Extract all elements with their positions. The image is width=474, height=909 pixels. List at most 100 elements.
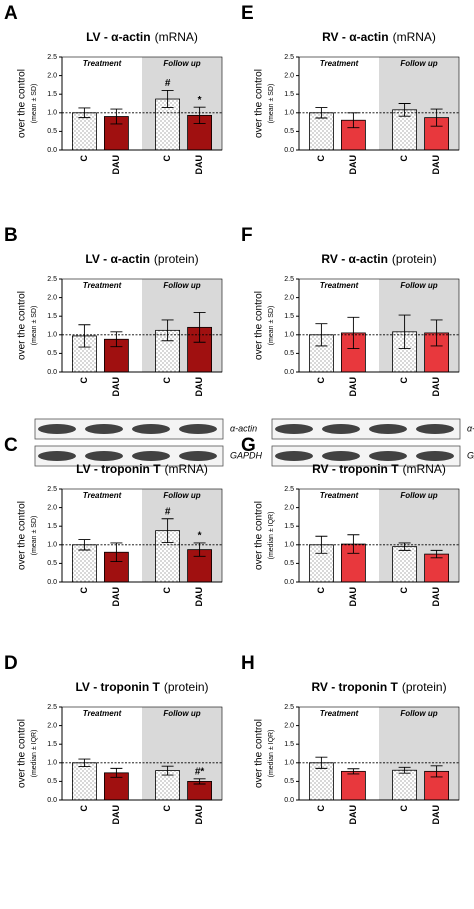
blot-band [322,424,360,434]
y-tick-label: 2.0 [47,504,57,511]
x-tick-label: C [79,805,89,812]
blot-band [132,424,170,434]
blot-band [275,451,313,461]
error-bar [110,331,123,348]
chart-title: RV - troponin T (protein) [311,680,446,694]
error-bar [193,778,206,785]
section-label: Treatment [320,491,359,500]
y-tick-label: 2.0 [47,722,57,729]
chart-title: LV - α-actin (mRNA) [86,30,198,44]
y-axis-note: (median ± IQR) [268,730,275,778]
blot-strip [271,418,461,440]
y-tick-label: 1.5 [284,523,294,530]
error-bar [430,549,443,559]
title-main: RV - α-actin [321,252,388,266]
plot-frame [61,488,223,583]
annotation: # [165,506,171,517]
error-bar [398,103,411,117]
title-note: (protein) [164,680,209,694]
blot-band [275,424,313,434]
y-axis-label: over the control [17,719,28,788]
error-bar [161,319,174,342]
plot-frame [61,706,223,801]
error-bar [430,765,443,778]
y-tick-label: 0.0 [47,369,57,376]
panel-letter: H [241,653,255,674]
error-bar [110,542,123,562]
blot-band [85,451,123,461]
chart-title: RV - α-actin (mRNA) [322,30,436,44]
section-label: Follow up [163,709,200,718]
section-label: Treatment [83,59,122,68]
y-tick-label: 0.0 [47,579,57,586]
section-label: Treatment [83,491,122,500]
chart-title: RV - α-actin (protein) [321,252,436,266]
section-label: Follow up [163,491,200,500]
y-axis-label: over the control [254,501,265,570]
error-bar [398,766,411,774]
error-bar [161,765,174,776]
bar [308,762,334,801]
annotation: * [198,531,202,542]
x-tick-label: DAU [431,377,441,397]
bar [72,762,97,801]
y-tick-label: 2.5 [284,54,294,61]
x-tick-label: DAU [431,155,441,175]
bar [72,544,97,583]
x-tick-label: C [79,377,89,384]
y-tick-label: 1.0 [47,760,57,767]
y-tick-label: 1.0 [284,760,294,767]
y-tick-label: 1.0 [284,332,294,339]
y-tick-label: 2.5 [284,276,294,283]
y-axis-note: (median ± IQR) [31,730,38,778]
blot-band [322,451,360,461]
blot-band [179,451,217,461]
panel-letter: D [4,653,18,674]
bar [424,553,450,583]
plot-frame [61,56,223,151]
y-tick-label: 2.5 [47,704,57,711]
bar [392,546,418,583]
title-main: RV - troponin T [311,680,398,694]
y-tick-label: 1.5 [284,741,294,748]
section-label: Follow up [163,281,200,290]
blot-strip [271,445,461,467]
y-tick-label: 0.5 [47,128,57,135]
y-axis-note: (mean ± SD) [31,306,38,346]
blot-band [416,451,454,461]
y-tick-label: 1.5 [47,523,57,530]
y-tick-label: 2.5 [47,486,57,493]
section-label: Follow up [400,59,437,68]
blot-band [416,424,454,434]
section-label: Treatment [83,709,122,718]
y-tick-label: 2.0 [284,72,294,79]
section-label: Treatment [83,281,122,290]
title-note: (mRNA) [165,462,208,476]
x-tick-label: DAU [348,805,358,825]
y-tick-label: 0.0 [284,369,294,376]
plot-frame [61,278,223,373]
error-bar [430,319,443,347]
y-tick-label: 2.0 [284,722,294,729]
annotation: #* [195,766,205,777]
y-axis-note: (mean ± SD) [268,306,275,346]
section-label: Treatment [320,59,359,68]
y-axis-note: (mean ± SD) [31,516,38,556]
x-tick-label: DAU [194,587,204,607]
y-tick-label: 0.0 [47,147,57,154]
section-label: Follow up [400,281,437,290]
y-tick-label: 0.5 [284,778,294,785]
error-bar [110,767,123,778]
section-label: Follow up [400,709,437,718]
section-label: Treatment [320,709,359,718]
chart-title: LV - troponin T (mRNA) [76,462,208,476]
plot-frame [298,706,460,801]
y-tick-label: 2.5 [284,704,294,711]
x-tick-label: DAU [431,587,441,607]
y-tick-label: 2.0 [284,294,294,301]
y-tick-label: 2.5 [47,54,57,61]
y-tick-label: 0.5 [47,778,57,785]
section-label: Follow up [163,59,200,68]
panel-letter: G [241,435,256,456]
